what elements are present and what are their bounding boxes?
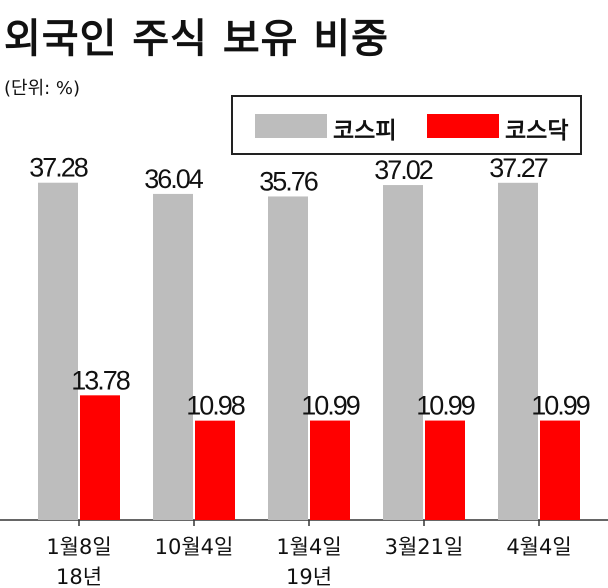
legend-swatch-kosdaq [427, 114, 499, 138]
value-label-kosdaq-0: 13.78 [71, 365, 130, 395]
x-tick-label-1: 10월4일 [155, 535, 234, 559]
unit-label: (단위: %) [4, 78, 81, 99]
value-label-kospi-0: 37.28 [29, 153, 88, 183]
value-label-kospi-3: 37.02 [374, 155, 433, 185]
chart-title: 외국인 주식 보유 비중 [4, 16, 389, 62]
value-label-kosdaq-2: 10.99 [301, 391, 360, 421]
x-tick-label-3: 3월21일 [385, 535, 464, 559]
value-label-kosdaq-1: 10.98 [186, 391, 245, 421]
legend: 코스피 코스닥 [231, 95, 582, 155]
value-label-kospi-4: 37.27 [489, 153, 548, 183]
x-tick-label-0: 1월8일 18년 [46, 535, 111, 588]
bar-kosdaq-2 [310, 420, 350, 520]
x-tick-label-2: 1월4일 19년 [276, 535, 341, 588]
x-tick-label-4: 4월4일 [506, 535, 571, 559]
value-label-kospi-2: 35.76 [259, 166, 318, 196]
bar-kospi-2 [268, 196, 308, 520]
legend-label-kospi: 코스피 [333, 118, 397, 144]
value-label-kosdaq-3: 10.99 [416, 391, 475, 421]
bar-kospi-4 [498, 182, 538, 521]
bar-kospi-0 [38, 182, 78, 520]
bar-kospi-1 [153, 193, 193, 520]
value-label-kosdaq-4: 10.99 [531, 391, 590, 421]
bar-kospi-3 [383, 185, 423, 521]
legend-label-kosdaq: 코스닥 [505, 118, 569, 144]
legend-swatch-kospi [255, 114, 327, 138]
value-label-kospi-1: 36.04 [144, 164, 204, 194]
bar-kosdaq-1 [195, 420, 235, 520]
bar-kosdaq-3 [425, 420, 465, 520]
bar-kosdaq-4 [540, 420, 580, 520]
bar-kosdaq-0 [80, 395, 120, 520]
